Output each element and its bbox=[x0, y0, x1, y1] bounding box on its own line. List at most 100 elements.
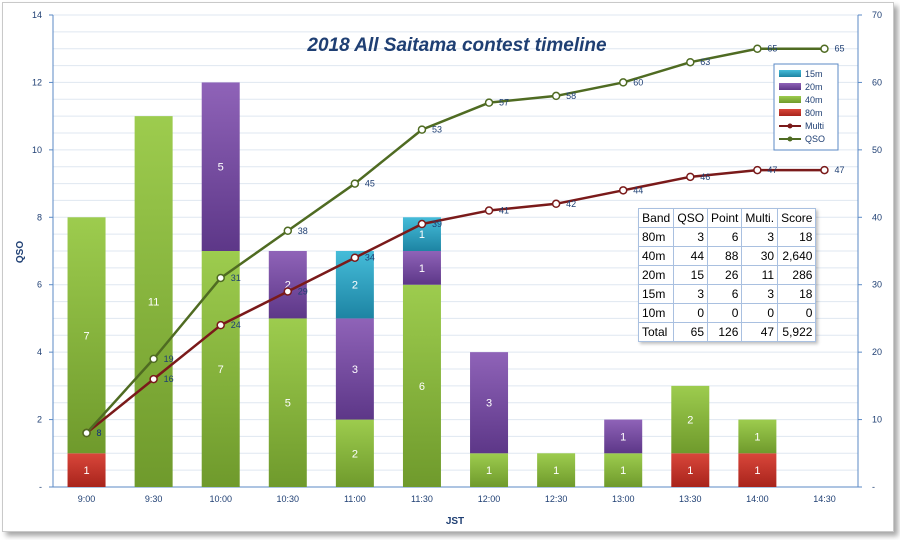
score-cell: 18 bbox=[777, 227, 817, 247]
bar-value-label: 1 bbox=[419, 263, 425, 275]
bar-segment-80m bbox=[67, 453, 106, 487]
point-label-QSO: 8 bbox=[97, 428, 102, 438]
bar-segment-80m bbox=[671, 453, 710, 487]
point-label-Multi: 47 bbox=[767, 165, 777, 175]
bar-segment-40m bbox=[67, 217, 106, 454]
point-label-QSO: 60 bbox=[633, 77, 643, 87]
y2-tick-label: 30 bbox=[872, 280, 882, 290]
point-label-Multi: 34 bbox=[365, 253, 375, 263]
point-Multi bbox=[216, 320, 225, 330]
table-row: 20m 15 26 11 286 bbox=[637, 265, 817, 285]
x-axis-title: JST bbox=[446, 516, 464, 527]
qso-cell: 3 bbox=[673, 227, 709, 247]
point-label-Multi: 39 bbox=[432, 219, 442, 229]
bar-value-label: 1 bbox=[83, 465, 89, 477]
bar-value-label: 2 bbox=[352, 280, 358, 292]
x-tick-label: 12:00 bbox=[478, 494, 501, 504]
bar-value-label: 1 bbox=[754, 431, 760, 443]
header-band: Band bbox=[637, 208, 675, 228]
point-label-QSO: 38 bbox=[298, 226, 308, 236]
point-label-QSO: 57 bbox=[499, 98, 509, 108]
y-tick-label: 10 bbox=[32, 145, 42, 155]
bar-segment-40m bbox=[604, 453, 643, 487]
point-QSO bbox=[417, 125, 427, 134]
total-qso: 65 bbox=[673, 322, 709, 342]
bar-value-label: 11 bbox=[148, 297, 159, 309]
point-QSO bbox=[753, 44, 762, 53]
header-multi: Multi. bbox=[741, 208, 779, 228]
legend-swatch-15m bbox=[779, 70, 801, 77]
bar-value-label: 3 bbox=[486, 398, 492, 410]
point-cell: 0 bbox=[707, 303, 743, 323]
bar-segment-40m bbox=[738, 419, 777, 454]
bar-value-label: 5 bbox=[285, 398, 291, 410]
total-row: Total 65 126 47 5,922 bbox=[637, 322, 817, 342]
multi-cell: 0 bbox=[741, 303, 779, 323]
point-label-QSO: 19 bbox=[164, 354, 174, 364]
bar-segment-20m bbox=[335, 318, 374, 420]
chart-title: 2018 All Saitama contest timeline bbox=[306, 35, 607, 56]
bar-value-label: 6 bbox=[419, 381, 425, 393]
bar-value-label: 1 bbox=[553, 465, 559, 477]
point-Multi bbox=[484, 206, 494, 215]
header-point: Point bbox=[707, 208, 743, 228]
bar-segment-40m bbox=[134, 116, 173, 488]
band-cell: 20m bbox=[637, 265, 675, 285]
point-cell: 88 bbox=[707, 246, 743, 266]
bar-segment-20m bbox=[604, 419, 643, 454]
bar-value-label: 7 bbox=[83, 330, 89, 342]
bar-value-label: 1 bbox=[620, 465, 626, 477]
legend-label-80m: 80m bbox=[805, 108, 823, 118]
bar-segment-20m bbox=[402, 251, 441, 285]
x-tick-label: 13:00 bbox=[612, 494, 635, 504]
header-score: Score bbox=[777, 208, 817, 228]
multi-cell: 11 bbox=[741, 265, 779, 285]
bar-segment-40m bbox=[402, 284, 441, 487]
legend-marker-Multi bbox=[787, 123, 793, 129]
score-cell: 286 bbox=[777, 265, 817, 285]
qso-cell: 44 bbox=[673, 246, 709, 266]
point-label-Multi: 16 bbox=[164, 374, 174, 384]
total-label: Total bbox=[637, 322, 675, 342]
bar-value-label: 1 bbox=[620, 431, 626, 443]
score-cell: 2,640 bbox=[777, 246, 817, 266]
legend: 15m 20m 40m 80m Multi QSO bbox=[773, 63, 839, 151]
x-tick-label: 9:30 bbox=[145, 494, 163, 504]
y-tick-label: 12 bbox=[32, 77, 42, 87]
score-cell: 18 bbox=[777, 284, 817, 304]
y-tick-label: 2 bbox=[37, 415, 42, 425]
bar-segment-40m bbox=[201, 251, 240, 487]
qso-cell: 15 bbox=[673, 265, 709, 285]
bar-segment-40m bbox=[335, 419, 374, 487]
legend-label-40m: 40m bbox=[805, 95, 823, 105]
line-QSO bbox=[85, 47, 825, 434]
point-label-QSO: 45 bbox=[365, 179, 375, 189]
table-row: 15m 3 6 3 18 bbox=[637, 284, 817, 304]
point-label-QSO: 65 bbox=[834, 44, 844, 54]
point-Multi bbox=[686, 172, 695, 182]
bar-segment-40m bbox=[268, 318, 307, 487]
bar-value-label: 3 bbox=[352, 364, 358, 376]
bar-segment-20m bbox=[470, 352, 509, 454]
score-cell: 0 bbox=[777, 303, 817, 323]
legend-label-20m: 20m bbox=[805, 82, 823, 92]
point-Multi bbox=[820, 165, 829, 175]
y2-tick-label: - bbox=[872, 482, 875, 492]
legend-swatch-20m bbox=[779, 83, 801, 90]
point-Multi bbox=[149, 374, 158, 384]
legend-swatch-40m bbox=[779, 96, 801, 103]
point-cell: 6 bbox=[707, 227, 743, 247]
bar-segment-80m bbox=[738, 453, 777, 487]
point-QSO bbox=[551, 91, 561, 101]
x-tick-label: 11:00 bbox=[344, 494, 366, 504]
point-label-QSO: 65 bbox=[767, 44, 777, 54]
point-Multi bbox=[551, 199, 561, 209]
bar-value-label: 2 bbox=[687, 415, 693, 427]
x-tick-label: 10:30 bbox=[277, 494, 300, 504]
legend-marker-QSO bbox=[787, 136, 793, 142]
bar-value-label: 1 bbox=[419, 229, 425, 241]
table-row: 10m 0 0 0 0 bbox=[637, 303, 817, 323]
total-multi: 47 bbox=[741, 322, 779, 342]
